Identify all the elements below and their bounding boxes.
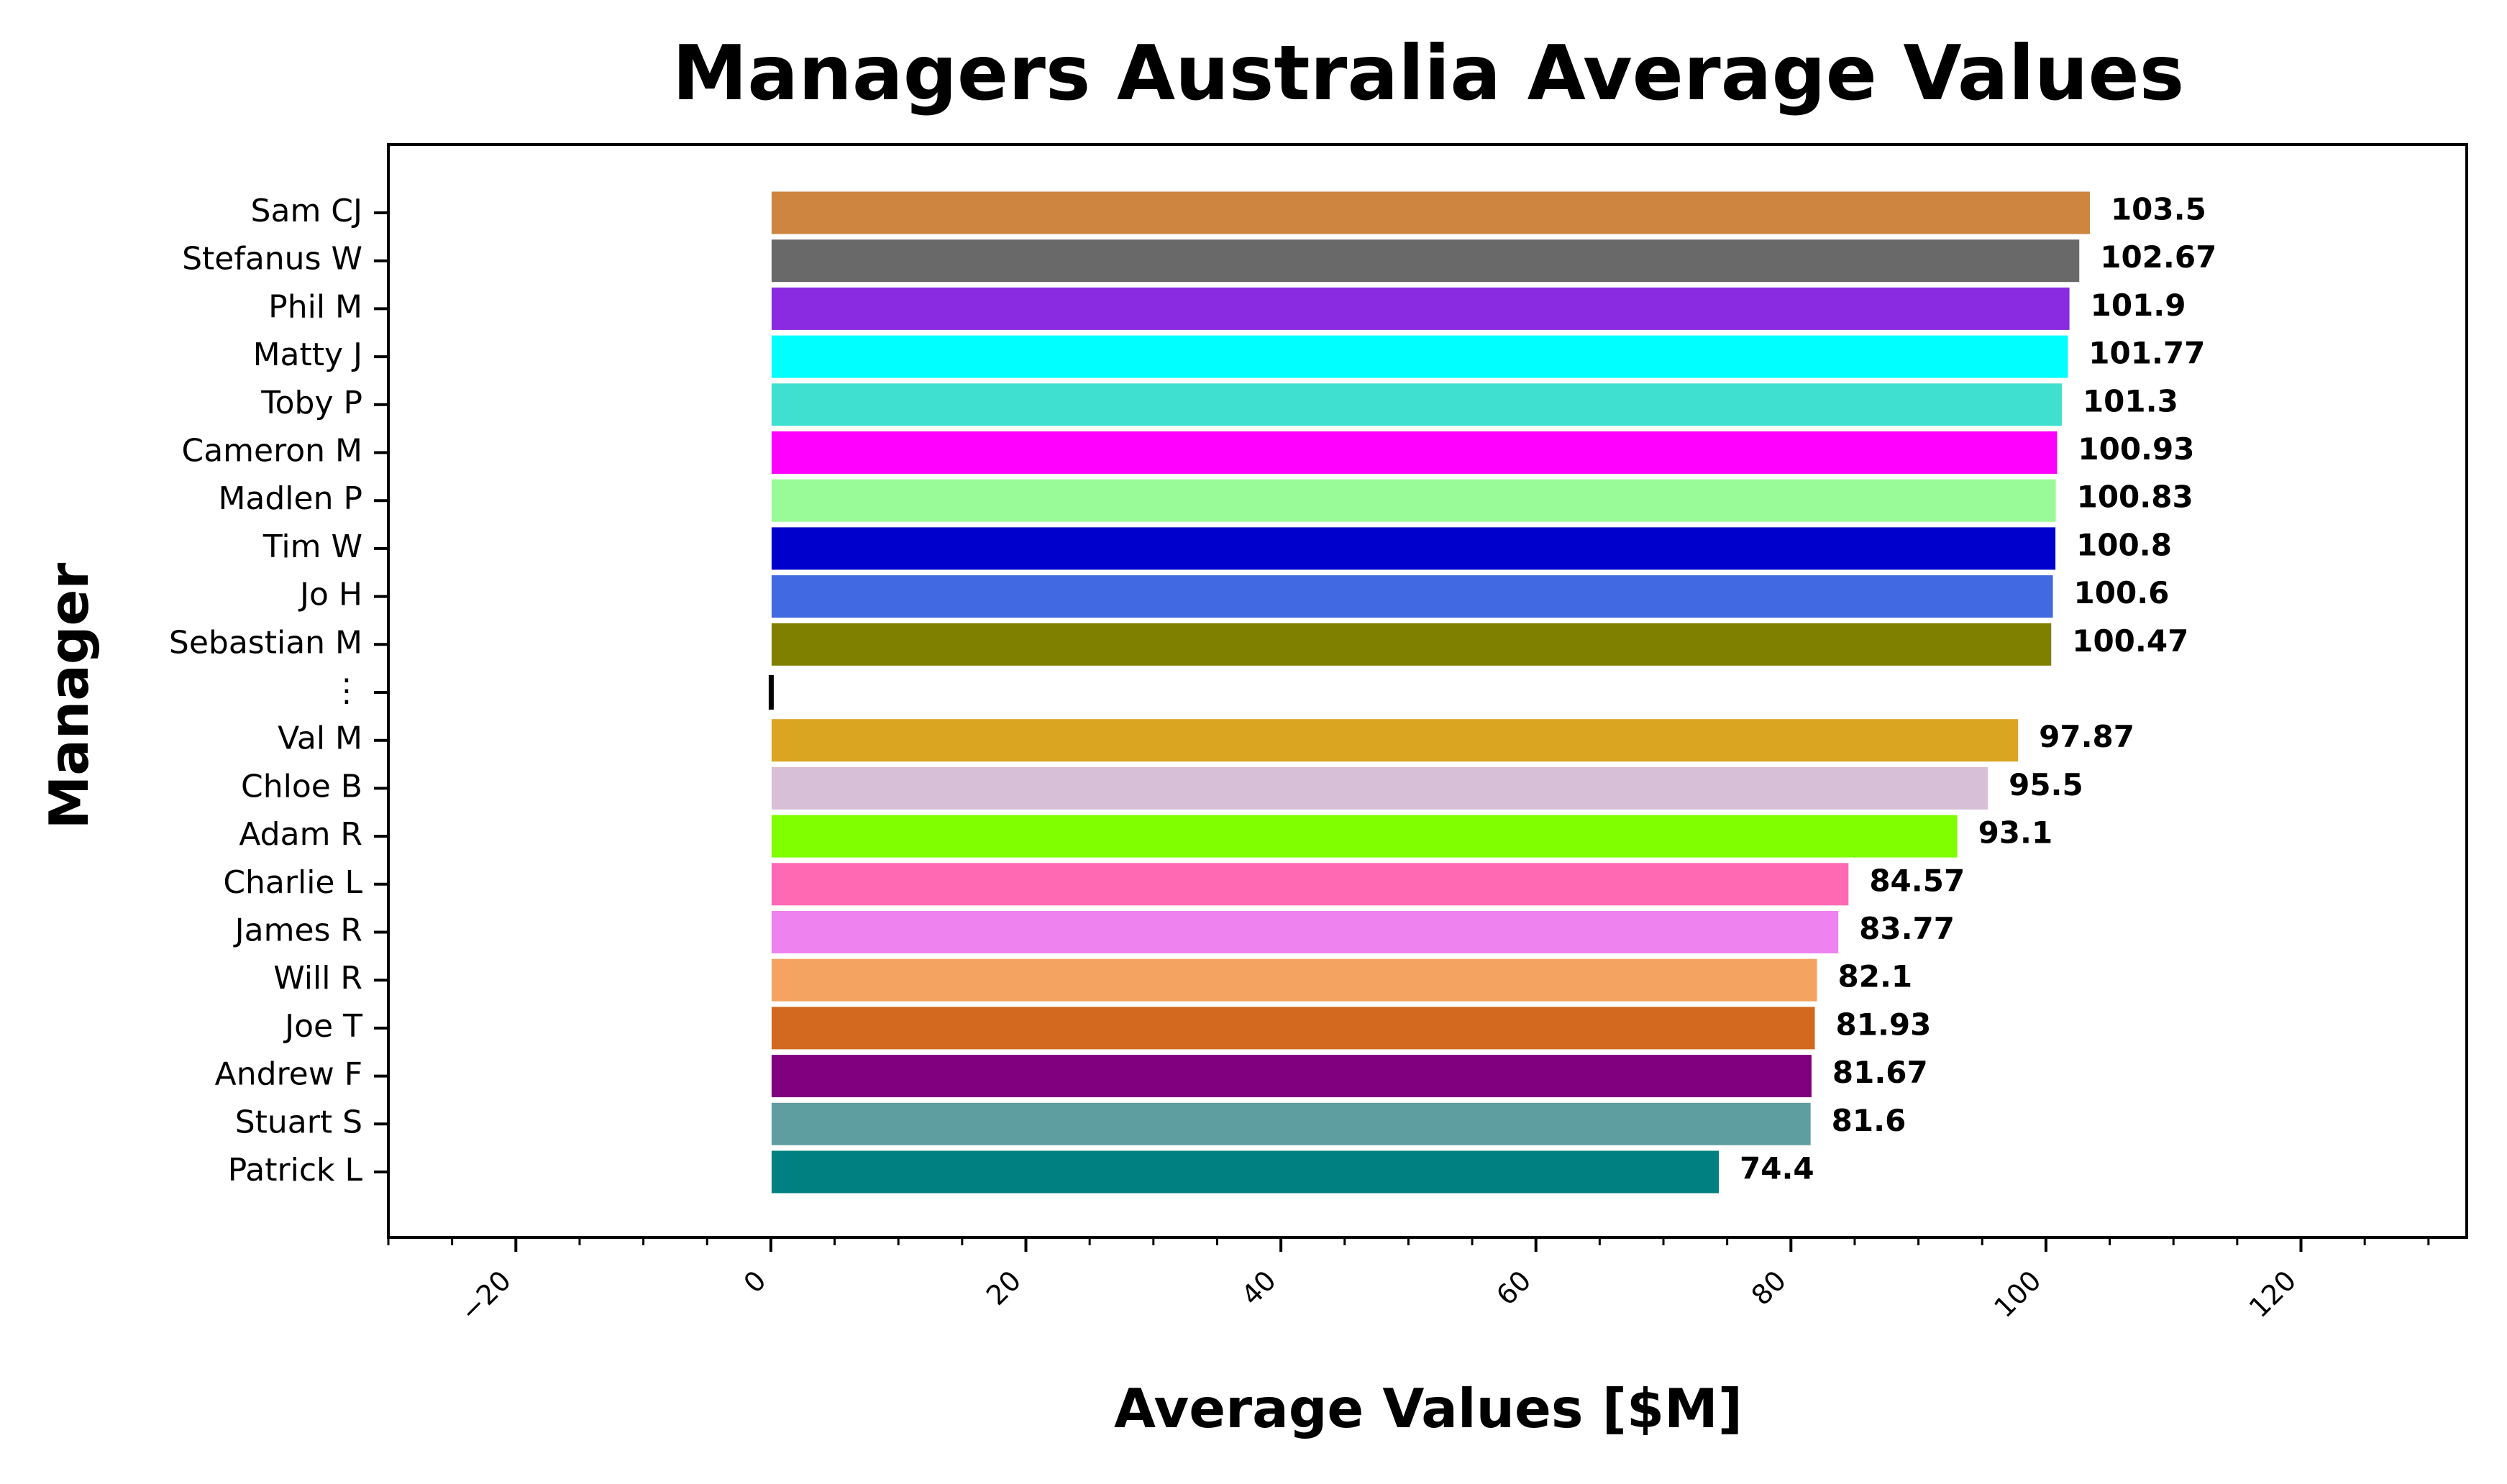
bar-3 [770, 334, 2070, 380]
value-labels-group: 103.5 102.67 101.9 101.77 101.3 100.93 100.83 1… [1740, 192, 2216, 1186]
bar-14 [770, 861, 1850, 907]
data-label-3: 101.77 [2088, 336, 2205, 371]
bar-7 [770, 526, 2058, 572]
plot-frame [387, 143, 2468, 1239]
bar-6 [770, 477, 2058, 523]
data-label-16: 82.1 [1838, 959, 1913, 994]
data-label-14: 84.57 [1869, 863, 1965, 898]
data-label-2: 101.9 [2091, 288, 2186, 323]
y-tick-label-11: Val M [278, 720, 362, 757]
bar-5 [770, 430, 2059, 475]
data-label-9: 100.47 [2072, 623, 2188, 659]
bar-9 [770, 621, 2053, 667]
y-tick-label-17: Joe T [283, 1008, 362, 1045]
x-axis-label: Average Values [$M] [1114, 1377, 1743, 1440]
data-label-1: 102.67 [2100, 239, 2216, 275]
bar-18 [770, 1053, 1813, 1099]
bar-separator-marker [768, 675, 774, 710]
y-axis: Sam CJ Stefanus W Phil M Matty J Toby P Camer… [169, 193, 388, 1188]
y-tick-label-20: Patrick L [228, 1152, 363, 1188]
data-label-0: 103.5 [2111, 192, 2206, 227]
y-tick-label-4: Toby P [260, 385, 362, 421]
bar-0 [770, 190, 2091, 236]
y-tick-label-8: Jo H [298, 577, 362, 613]
y-tick-label-0: Sam CJ [251, 193, 362, 229]
bar-4 [770, 382, 2063, 428]
bar-20 [770, 1149, 1721, 1195]
y-tick-label-19: Stuart S [235, 1104, 362, 1140]
y-tick-label-18: Andrew F [215, 1056, 362, 1093]
y-tick-label-3: Matty J [253, 336, 362, 373]
y-tick-label-7: Tim W [262, 528, 362, 565]
bar-15 [770, 910, 1840, 955]
y-tick-label-6: Madlen P [218, 480, 362, 517]
y-tick-label-13: Adam R [239, 816, 362, 853]
bar-8 [770, 574, 2055, 620]
data-label-4: 101.3 [2083, 383, 2178, 418]
data-label-20: 74.4 [1740, 1151, 1814, 1186]
bar-11 [770, 718, 2020, 764]
bar-19 [770, 1101, 1812, 1147]
data-label-19: 81.6 [1832, 1103, 1906, 1138]
data-label-11: 97.87 [2039, 719, 2134, 754]
chart-title: Managers Australia Average Values [672, 29, 2184, 117]
bar-17 [770, 1005, 1817, 1051]
data-label-6: 100.83 [2077, 480, 2193, 515]
y-tick-label-5: Cameron M [182, 433, 363, 470]
y-tick-label-14: Charlie L [223, 864, 362, 901]
y-tick-label-10: ⋮ [331, 672, 362, 709]
y-tick-label-2: Phil M [268, 288, 362, 325]
data-label-7: 100.8 [2076, 527, 2172, 562]
data-label-13: 93.1 [1978, 815, 2053, 851]
data-label-15: 83.77 [1859, 911, 1955, 946]
y-tick-label-16: Will R [273, 960, 362, 997]
bar-16 [770, 957, 1819, 1003]
y-tick-label-1: Stefanus W [182, 241, 362, 278]
y-tick-label-15: James R [233, 912, 362, 949]
y-tick-label-9: Sebastian M [169, 624, 362, 661]
data-label-8: 100.6 [2074, 575, 2170, 610]
data-label-5: 100.93 [2078, 431, 2194, 467]
data-label-12: 95.5 [2009, 767, 2083, 802]
data-label-17: 81.93 [1836, 1007, 1932, 1042]
y-axis-label: Manager [37, 563, 101, 830]
bar-1 [770, 238, 2081, 284]
y-tick-label-12: Chloe B [241, 768, 362, 805]
data-label-18: 81.67 [1832, 1055, 1928, 1090]
bar-2 [770, 285, 2071, 331]
bar-13 [770, 813, 1959, 859]
bar-12 [770, 765, 1990, 811]
bars-group [768, 190, 2091, 1195]
